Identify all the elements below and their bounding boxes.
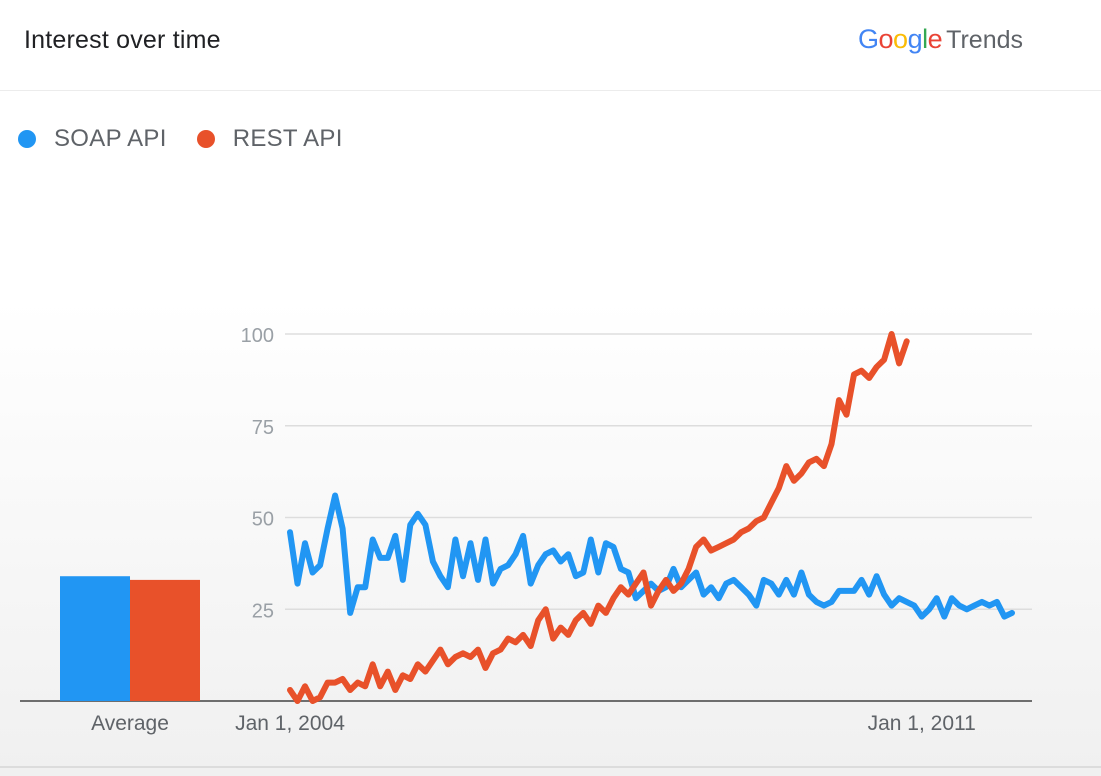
chart-legend: SOAP API REST API xyxy=(18,124,373,154)
chart-title: Interest over time xyxy=(24,26,221,54)
x-tick-label: Jan 1, 2011 xyxy=(868,712,976,735)
y-tick-label: 50 xyxy=(252,509,274,531)
trends-logo-text: Trends xyxy=(946,26,1024,54)
series-line-soap-api xyxy=(287,492,1015,620)
bottom-divider xyxy=(0,766,1101,768)
average-label: Average xyxy=(91,712,169,735)
average-bar-rest-api xyxy=(130,579,200,701)
google-trends-logo[interactable]: Google Trends xyxy=(858,24,1023,55)
legend-label: REST API xyxy=(232,125,343,152)
legend-item-rest-api[interactable]: REST API xyxy=(196,125,343,153)
legend-dot-soap-icon xyxy=(18,130,36,148)
legend-dot-rest-icon xyxy=(196,130,215,148)
legend-label: SOAP API xyxy=(54,125,167,152)
legend-item-soap-api[interactable]: SOAP API xyxy=(18,125,167,153)
google-logo-text: Google xyxy=(858,24,943,54)
series-line-rest-api xyxy=(287,331,910,704)
chart-header: Interest over time Google Trends xyxy=(0,0,1101,91)
y-tick-label: 100 xyxy=(241,325,274,347)
y-tick-label: 75 xyxy=(252,417,274,439)
average-bar-soap-api xyxy=(60,576,130,701)
x-tick-label: Jan 1, 2004 xyxy=(235,712,345,735)
y-tick-label: 25 xyxy=(252,600,274,622)
